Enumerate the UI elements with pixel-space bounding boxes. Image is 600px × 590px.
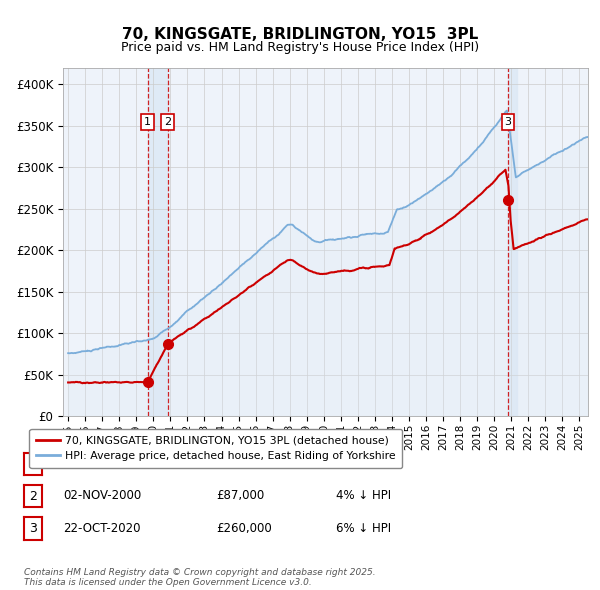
Text: 70, KINGSGATE, BRIDLINGTON, YO15  3PL: 70, KINGSGATE, BRIDLINGTON, YO15 3PL (122, 27, 478, 41)
Text: £41,000: £41,000 (216, 457, 265, 470)
Text: 03-SEP-1999: 03-SEP-1999 (63, 457, 138, 470)
Text: 22-OCT-2020: 22-OCT-2020 (63, 522, 140, 535)
Bar (148, 68, 167, 416)
Bar (508, 68, 517, 416)
Text: 6% ↓ HPI: 6% ↓ HPI (336, 522, 391, 535)
Text: Contains HM Land Registry data © Crown copyright and database right 2025.
This d: Contains HM Land Registry data © Crown c… (24, 568, 376, 587)
Text: 50% ↓ HPI: 50% ↓ HPI (336, 457, 398, 470)
Text: 2: 2 (164, 117, 171, 127)
Text: 2: 2 (29, 490, 37, 503)
Legend: 70, KINGSGATE, BRIDLINGTON, YO15 3PL (detached house), HPI: Average price, detac: 70, KINGSGATE, BRIDLINGTON, YO15 3PL (de… (29, 429, 402, 468)
Text: 02-NOV-2000: 02-NOV-2000 (63, 489, 141, 502)
Text: £87,000: £87,000 (216, 489, 264, 502)
Text: 4% ↓ HPI: 4% ↓ HPI (336, 489, 391, 502)
Text: 3: 3 (505, 117, 512, 127)
Text: 1: 1 (144, 117, 151, 127)
Text: 3: 3 (29, 522, 37, 535)
Text: Price paid vs. HM Land Registry's House Price Index (HPI): Price paid vs. HM Land Registry's House … (121, 41, 479, 54)
Text: 1: 1 (29, 457, 37, 470)
Text: £260,000: £260,000 (216, 522, 272, 535)
